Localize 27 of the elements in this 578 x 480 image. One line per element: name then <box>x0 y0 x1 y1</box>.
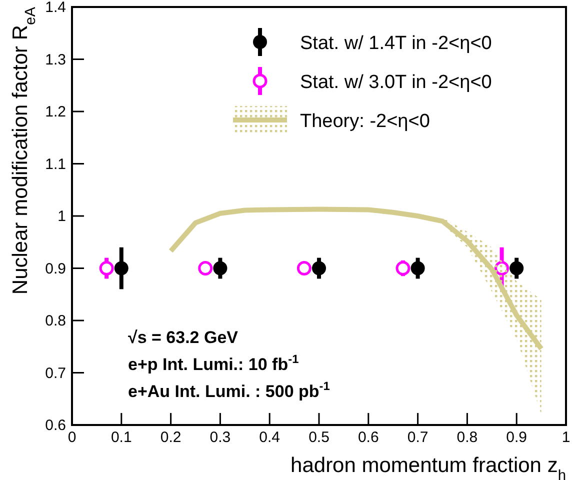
y-tick-label: 1 <box>58 208 66 225</box>
y-tick-label: 1.4 <box>45 0 66 16</box>
y-tick-label: 0.8 <box>45 312 66 330</box>
y-tick-label: 0.9 <box>45 260 66 278</box>
x-tick-label: 0.8 <box>456 429 478 446</box>
x-tick-label: 0.7 <box>407 429 428 446</box>
x-tick-label: 0.6 <box>358 429 379 446</box>
x-tick-label: 1 <box>562 429 570 446</box>
legend-label: Stat. w/ 3.0T in -2<η<0 <box>300 72 492 93</box>
legend-label: Stat. w/ 1.4T in -2<η<0 <box>300 33 492 54</box>
y-tick-label: 0.7 <box>45 364 66 382</box>
legend-label: Theory: -2<η<0 <box>300 111 430 132</box>
x-tick-label: 0.9 <box>506 429 528 446</box>
annotation: e+p Int. Lumi.: 10 fb$^{-1}$ <box>128 352 300 374</box>
x-tick-label: 0.2 <box>160 429 182 446</box>
x-tick-label: 0.1 <box>110 429 132 446</box>
y-tick-label: 1.2 <box>45 104 66 120</box>
y-tick-label: 0.6 <box>45 417 66 434</box>
x-tick-label: 0.5 <box>308 429 330 446</box>
x-tick-label: 0.3 <box>210 429 231 446</box>
x-tick-label: 0.4 <box>259 429 280 446</box>
x-axis-title: hadron momentum fraction z$_{h}$ <box>290 454 566 480</box>
annotation: √s = 63.2 GeV <box>128 328 239 347</box>
y-tick-label: 1.3 <box>45 51 66 68</box>
x-tick-label: 0 <box>68 429 76 446</box>
y-tick-label: 1.1 <box>45 156 66 173</box>
annotation: e+Au Int. Lumi. : 500 pb$^{-1}$ <box>128 379 330 401</box>
